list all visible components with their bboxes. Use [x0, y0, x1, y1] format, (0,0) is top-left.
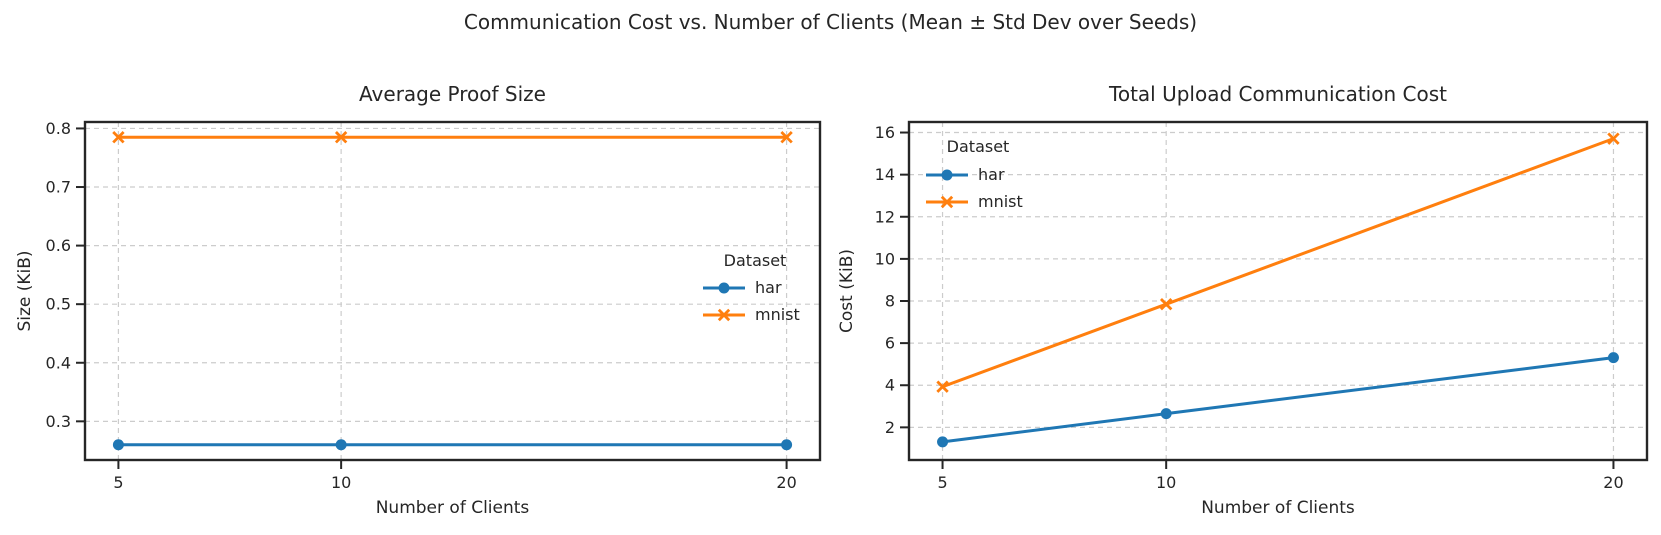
- marker-circle: [781, 439, 793, 451]
- legend-label-har: har: [755, 278, 782, 297]
- y-tick-label: 6: [885, 334, 895, 353]
- subplot-total-upload-cost: 5 10 20 2 4 6 8 10 12 14 16 Total Upload Communicat…: [837, 82, 1649, 518]
- y-tick-label: 12: [875, 207, 895, 226]
- marker-circle: [1160, 408, 1172, 420]
- marker-circle: [718, 282, 730, 294]
- series-line-mnist: [942, 137, 1614, 389]
- x-tick-label: 5: [937, 473, 947, 492]
- x-axis-label: Number of Clients: [376, 498, 530, 518]
- y-tick-label: 16: [875, 123, 895, 142]
- subplot-average-proof-size: 5 10 20 0.3 0.4 0.5 0.6 0.7 0.8 Average Proof Siz…: [15, 82, 822, 518]
- series-line-har: [942, 356, 1614, 444]
- y-tick-label: 10: [875, 249, 895, 268]
- y-tick-label: 14: [875, 165, 895, 184]
- legend: Dataset har mnist: [926, 137, 1023, 211]
- y-tick-label: 0.5: [46, 295, 71, 314]
- x-tick-label: 10: [1156, 473, 1176, 492]
- subplot-title: Average Proof Size: [359, 82, 546, 106]
- marker-circle: [937, 436, 949, 448]
- y-tick-label: 2: [885, 418, 895, 437]
- y-tick-label: 0.6: [46, 236, 71, 255]
- y-tick-label: 8: [885, 292, 895, 311]
- x-tick-label: 10: [331, 473, 351, 492]
- marker-circle: [112, 439, 124, 451]
- plot-border: [83, 120, 822, 462]
- y-tick-label: 0.7: [46, 178, 71, 197]
- marker-circle: [941, 169, 953, 181]
- legend-label-mnist: mnist: [978, 192, 1023, 211]
- y-tick-label: 0.4: [46, 353, 71, 372]
- y-tick-label: 0.3: [46, 412, 71, 431]
- legend-title: Dataset: [947, 137, 1010, 156]
- legend-label-har: har: [978, 165, 1005, 184]
- x-tick-label: 20: [1603, 473, 1623, 492]
- marker-circle: [335, 439, 347, 451]
- subplot-title: Total Upload Communication Cost: [1108, 82, 1447, 106]
- y-tick-label: 0.8: [46, 119, 71, 138]
- y-axis-label: Cost (KiB): [837, 249, 857, 333]
- marker-x: [334, 131, 348, 144]
- plot-border: [907, 120, 1649, 462]
- x-tick-label: 5: [113, 473, 123, 492]
- marker-x: [936, 380, 949, 393]
- marker-circle: [1607, 352, 1619, 364]
- marker-x: [780, 131, 793, 144]
- legend-label-mnist: mnist: [755, 305, 800, 324]
- marker-x: [1159, 297, 1173, 311]
- figure-suptitle: Communication Cost vs. Number of Clients…: [463, 10, 1198, 34]
- legend: Dataset har mnist: [703, 251, 800, 324]
- x-axis-label: Number of Clients: [1201, 498, 1355, 518]
- legend-title: Dataset: [724, 251, 787, 270]
- marker-x: [1607, 132, 1620, 145]
- marker-x: [717, 308, 731, 322]
- y-axis-label: Size (KiB): [15, 250, 35, 331]
- y-tick-label: 4: [885, 376, 895, 395]
- marker-x: [940, 195, 954, 209]
- x-tick-label: 20: [776, 473, 796, 492]
- marker-x: [112, 131, 125, 144]
